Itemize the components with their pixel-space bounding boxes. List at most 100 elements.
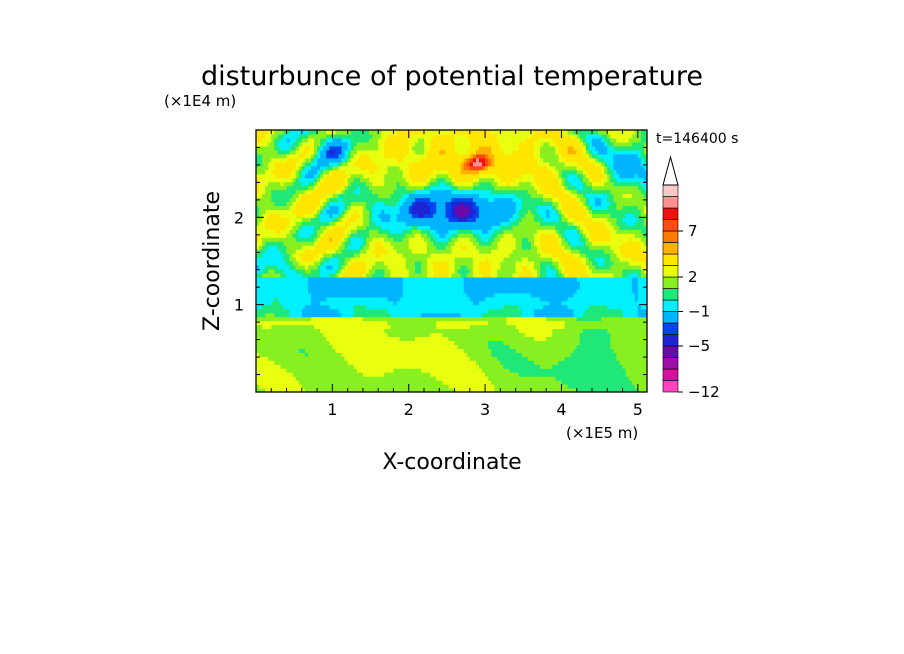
field-cell [295,344,300,349]
field-cell [286,336,291,341]
field-cell [427,332,431,338]
field-cell [506,276,511,282]
field-cell [570,312,575,318]
field-cell [314,304,318,310]
field-cell [439,268,443,274]
field-cell [607,364,611,369]
field-cell [396,380,401,385]
field-cell [436,340,440,345]
field-cell [521,324,526,330]
field-cell [396,320,401,326]
field-cell [396,388,401,392]
field-cell [573,348,578,353]
field-cell [329,344,333,349]
field-cell [314,296,318,302]
field-cell [625,336,630,341]
field-cell [619,304,624,310]
field-cell [274,312,278,318]
field-cell [634,348,639,353]
field-cell [359,364,364,369]
field-cell [537,276,541,282]
field-cell [616,348,621,353]
field-cell [558,308,563,314]
field-cell [347,241,352,246]
field-cell [466,352,471,357]
field-cell [637,316,642,322]
field-cell [289,276,294,282]
field-cell [582,257,587,262]
field-cell [356,272,361,278]
field-cell [640,308,645,314]
field-cell [607,280,611,286]
field-cell [637,368,642,373]
field-cell [259,284,263,290]
field-cell [405,380,410,385]
field-cell [494,360,498,365]
field-cell [451,292,456,298]
field-cell [509,352,514,357]
field-cell [445,360,450,365]
field-cell [567,272,572,278]
field-cell [307,257,312,262]
field-cell [573,312,578,318]
field-cell [497,320,501,326]
field-cell [399,376,404,381]
field-cell [552,249,556,254]
field-cell [515,272,520,278]
field-cell [482,372,486,377]
field-cell [460,344,465,349]
field-cell [592,376,596,381]
field-cell [558,340,563,345]
field-cell [613,340,618,345]
field-cell [365,253,370,258]
field-cell [323,249,327,254]
field-cell [320,380,324,385]
field-cell [292,296,297,302]
field-cell [469,316,474,322]
field-cell [524,237,529,242]
field-cell [518,388,523,392]
field-cell [439,316,443,322]
field-cell [631,237,636,242]
field-cell [506,241,511,246]
field-cell [298,257,303,262]
field-cell [518,340,523,345]
field-cell [595,376,599,381]
field-cell [289,272,294,278]
field-cell [530,348,535,353]
field-cell [530,328,535,334]
field-cell [454,280,459,286]
field-cell [283,308,288,314]
field-cell [378,352,382,357]
field-cell [292,272,297,278]
field-cell [289,292,294,298]
field-cell [619,344,624,349]
field-cell [430,312,434,318]
field-cell [350,316,355,322]
field-cell [625,300,630,306]
field-cell [622,249,627,254]
field-cell [500,253,505,258]
field-cell [640,241,645,246]
field-cell [494,300,498,306]
field-cell [506,300,511,306]
field-cell [521,237,526,242]
field-cell [497,300,501,306]
field-cell [527,308,532,314]
field-cell [601,284,605,290]
field-cell [390,328,395,334]
field-cell [356,296,361,302]
field-cell [365,272,370,278]
field-cell [344,364,349,369]
field-cell [344,284,349,290]
field-cell [356,280,361,286]
field-cell [307,292,312,298]
field-cell [424,320,428,326]
field-cell [420,261,425,266]
field-cell [283,288,288,294]
field-cell [323,376,327,381]
field-cell [310,352,315,357]
field-cell [509,320,514,326]
field-cell [607,380,611,385]
field-cell [372,348,376,353]
